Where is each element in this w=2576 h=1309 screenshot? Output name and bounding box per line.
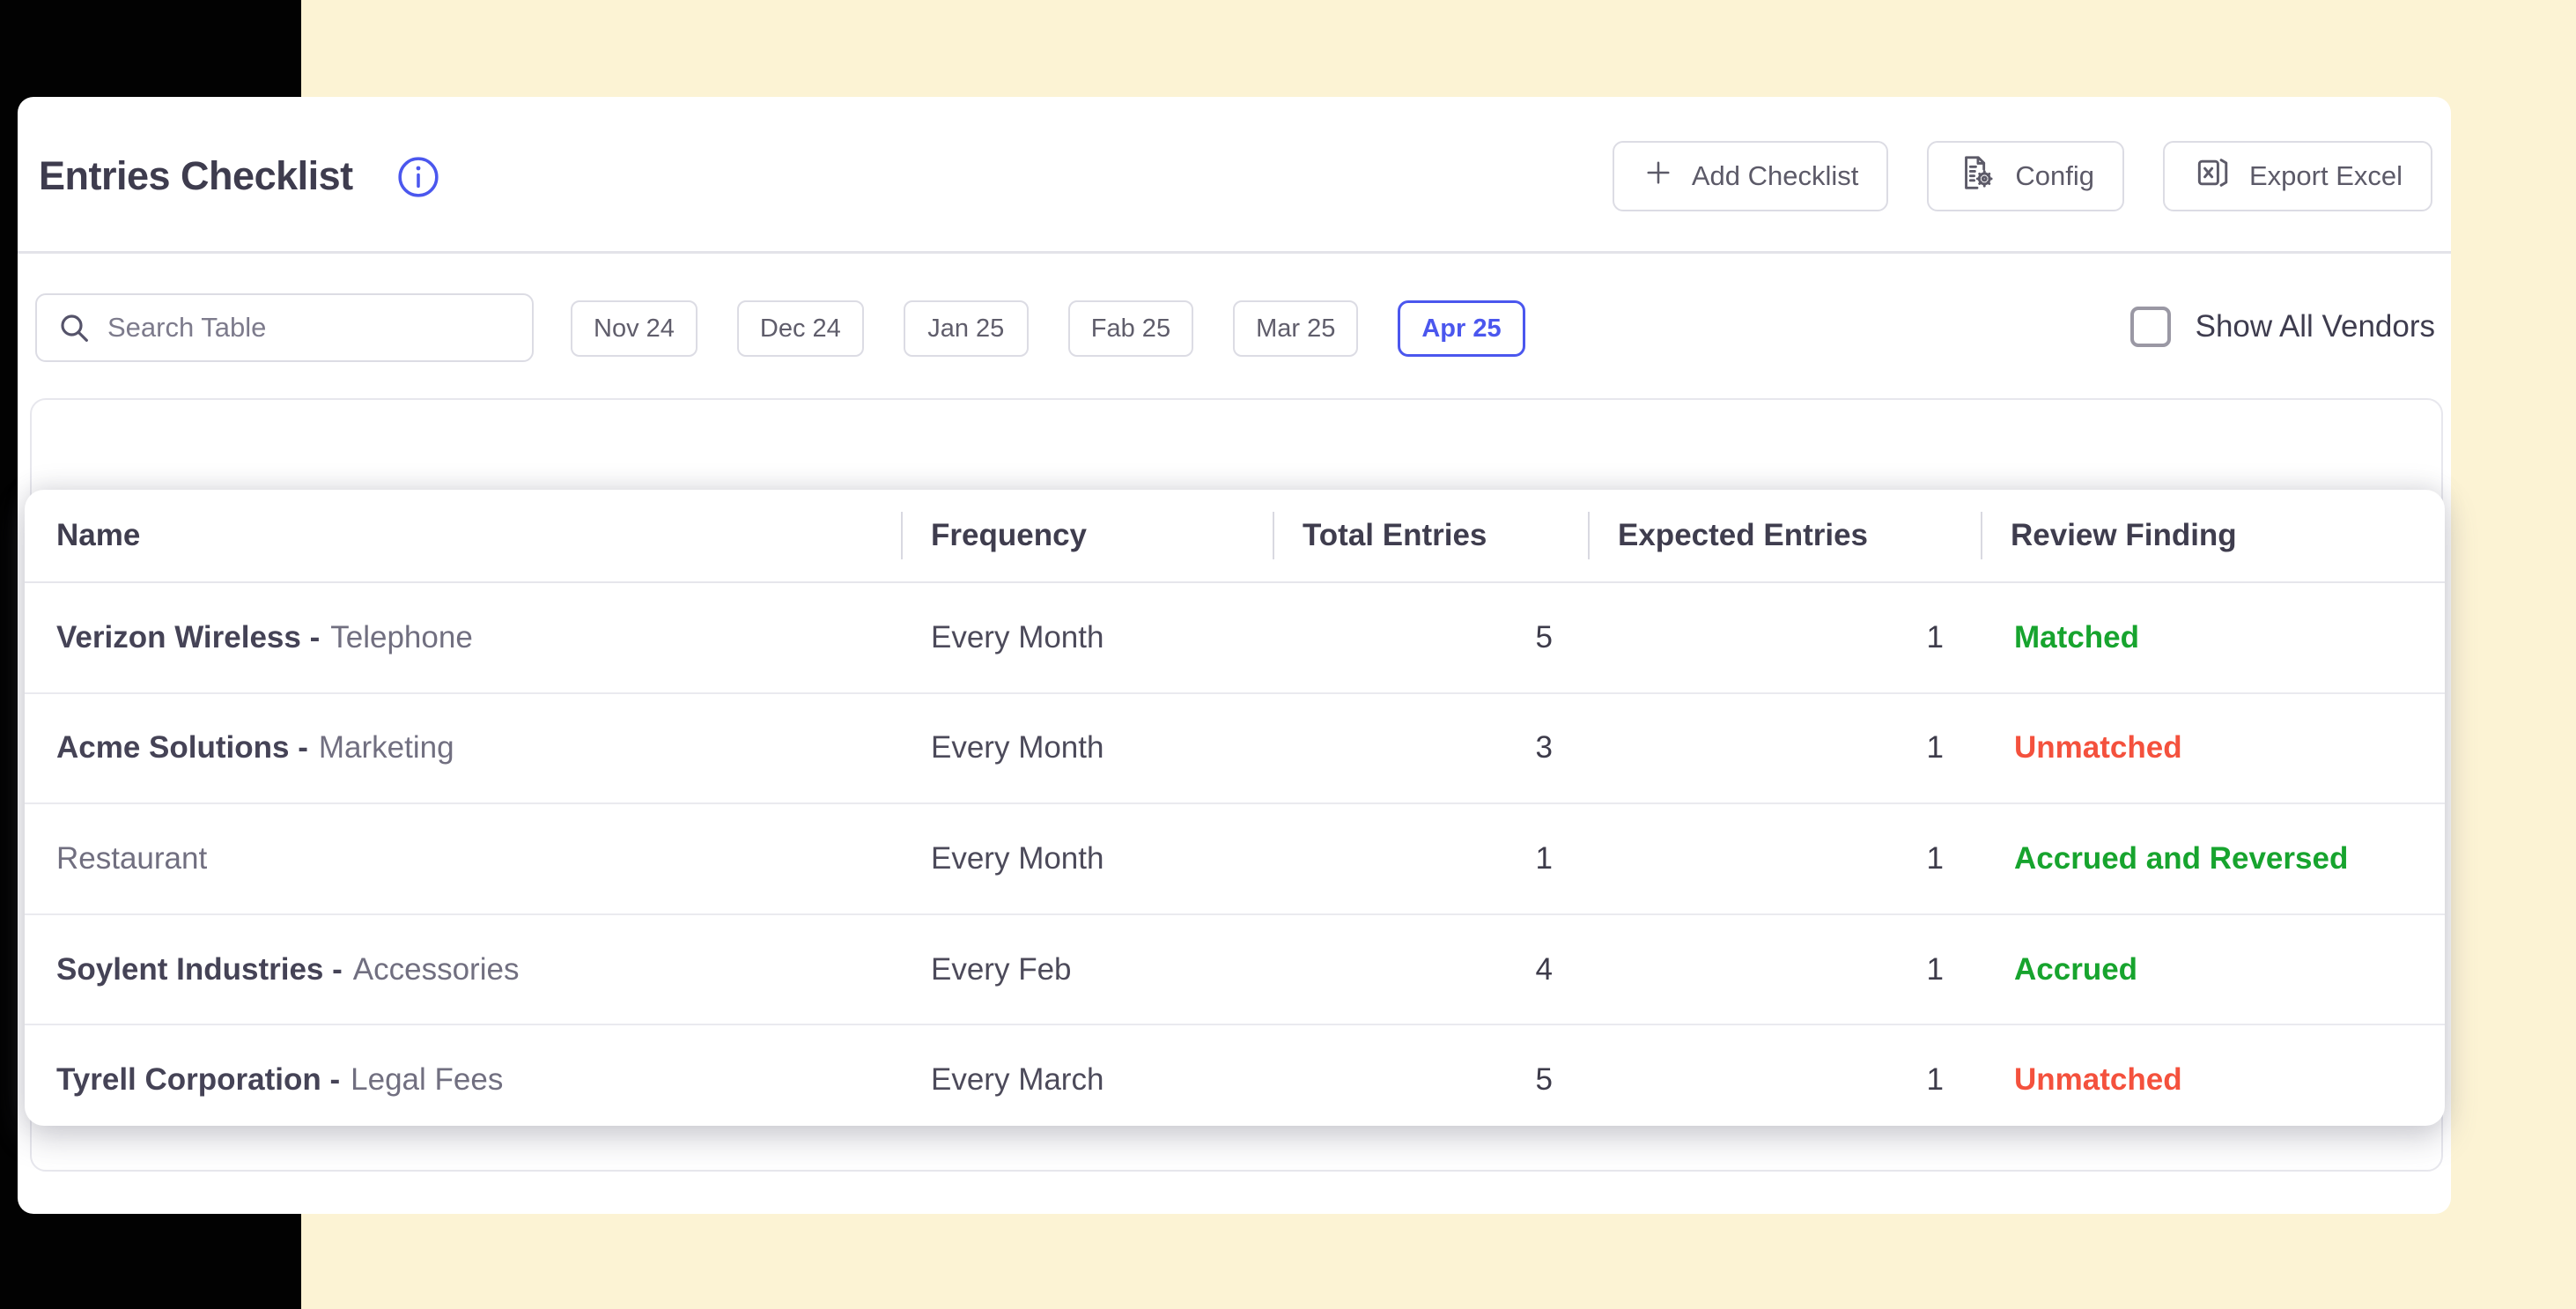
table-row[interactable]: Verizon Wireless - Telephone Every Month 5 1… — [25, 583, 2445, 694]
table-row[interactable]: Tyrell Corporation - Legal Fees Every Marc… — [25, 1025, 2445, 1135]
vendor-category: Legal Fees — [351, 1062, 504, 1098]
cell-frequency: Every Month — [931, 619, 1104, 654]
month-chip-apr-25[interactable]: Apr 25 — [1398, 300, 1525, 357]
cell-expected-entries: 1 — [1926, 951, 1944, 987]
entries-checklist-card: Entries Checklist Add Checklist — [18, 97, 2451, 1214]
cell-total-entries: 4 — [1535, 951, 1553, 987]
cell-expected-entries: 1 — [1926, 1062, 1944, 1098]
search-box — [35, 293, 534, 362]
plus-icon — [1642, 157, 1674, 196]
cell-total-entries: 1 — [1535, 840, 1553, 876]
column-header-expected-entries: Expected Entries — [1588, 490, 1981, 581]
show-all-vendors-toggle: Show All Vendors — [2129, 307, 2435, 347]
cell-expected-entries: 1 — [1926, 730, 1944, 765]
table-header-row: Name Frequency Total Entries Expected En… — [25, 490, 2445, 583]
vendor-name: Tyrell Corporation - — [56, 1062, 341, 1098]
cell-expected-entries: 1 — [1926, 619, 1944, 654]
export-excel-button[interactable]: Export Excel — [2162, 141, 2432, 211]
vendor-name: Verizon Wireless - — [56, 619, 321, 654]
cell-total-entries: 5 — [1535, 619, 1553, 654]
document-gear-icon — [1957, 152, 1997, 200]
header-divider — [18, 251, 2451, 254]
column-header-review-finding: Review Finding — [1981, 490, 2445, 581]
search-input[interactable] — [106, 311, 523, 344]
show-all-vendors-label: Show All Vendors — [2195, 309, 2435, 344]
table-body: Verizon Wireless - Telephone Every Month 5 1… — [25, 583, 2445, 1135]
vendor-category: Telephone — [330, 619, 473, 654]
cell-review-finding: Matched — [2014, 619, 2139, 654]
entries-table: Name Frequency Total Entries Expected En… — [25, 490, 2445, 1126]
cell-review-finding: Accrued — [2014, 951, 2138, 987]
excel-file-icon — [2193, 153, 2232, 199]
config-button[interactable]: Config — [1927, 141, 2124, 211]
page-title: Entries Checklist — [39, 153, 353, 198]
column-header-total-entries: Total Entries — [1273, 490, 1588, 581]
cell-review-finding: Unmatched — [2014, 730, 2182, 765]
info-circle-icon[interactable] — [396, 155, 440, 199]
cell-frequency: Every Month — [931, 730, 1104, 765]
month-chip-dec-24[interactable]: Dec 24 — [736, 300, 864, 357]
vendor-category: Restaurant — [56, 840, 208, 876]
cell-total-entries: 3 — [1535, 730, 1553, 765]
cell-frequency: Every Feb — [931, 951, 1072, 987]
cell-name: Verizon Wireless - Telephone — [25, 620, 901, 655]
month-chip-nov-24[interactable]: Nov 24 — [571, 300, 698, 357]
table-row[interactable]: Acme Solutions - Marketing Every Month 3 1 Un… — [25, 694, 2445, 805]
cell-name: Tyrell Corporation - Legal Fees — [25, 1062, 901, 1098]
export-excel-label: Export Excel — [2248, 160, 2403, 191]
cell-name: Restaurant — [25, 841, 901, 876]
vendor-name: Soylent Industries - — [56, 951, 343, 987]
show-all-vendors-checkbox[interactable] — [2129, 307, 2171, 347]
cell-name: Acme Solutions - Marketing — [25, 730, 901, 765]
header-actions: Add Checklist Config — [1612, 141, 2432, 211]
table-row[interactable]: Soylent Industries - Accessories Every Feb… — [25, 915, 2445, 1026]
cell-frequency: Every March — [931, 1062, 1104, 1098]
add-checklist-button[interactable]: Add Checklist — [1612, 141, 1889, 211]
cell-frequency: Every Month — [931, 840, 1104, 876]
cell-total-entries: 5 — [1535, 1062, 1553, 1098]
cell-review-finding: Unmatched — [2014, 1062, 2182, 1098]
vendor-category: Marketing — [318, 730, 454, 765]
config-label: Config — [2015, 160, 2094, 191]
cell-expected-entries: 1 — [1926, 840, 1944, 876]
column-header-frequency: Frequency — [901, 490, 1273, 581]
month-chip-mar-25[interactable]: Mar 25 — [1233, 300, 1359, 357]
table-row[interactable]: Restaurant Every Month 1 1 Accrued and Rever… — [25, 804, 2445, 915]
add-checklist-label: Add Checklist — [1691, 160, 1859, 191]
vendor-name: Acme Solutions - — [56, 730, 308, 765]
month-chip-fab-25[interactable]: Fab 25 — [1067, 300, 1194, 357]
cell-name: Soylent Industries - Accessories — [25, 952, 901, 987]
vendor-category: Accessories — [352, 951, 520, 987]
month-filter-group: Nov 24 Dec 24 Jan 25 Fab 25 Mar 25 Apr 25 — [571, 300, 1525, 357]
month-chip-jan-25[interactable]: Jan 25 — [903, 300, 1029, 357]
column-header-name: Name — [56, 518, 141, 552]
search-icon — [56, 310, 92, 345]
cell-review-finding: Accrued and Reversed — [2014, 840, 2349, 876]
